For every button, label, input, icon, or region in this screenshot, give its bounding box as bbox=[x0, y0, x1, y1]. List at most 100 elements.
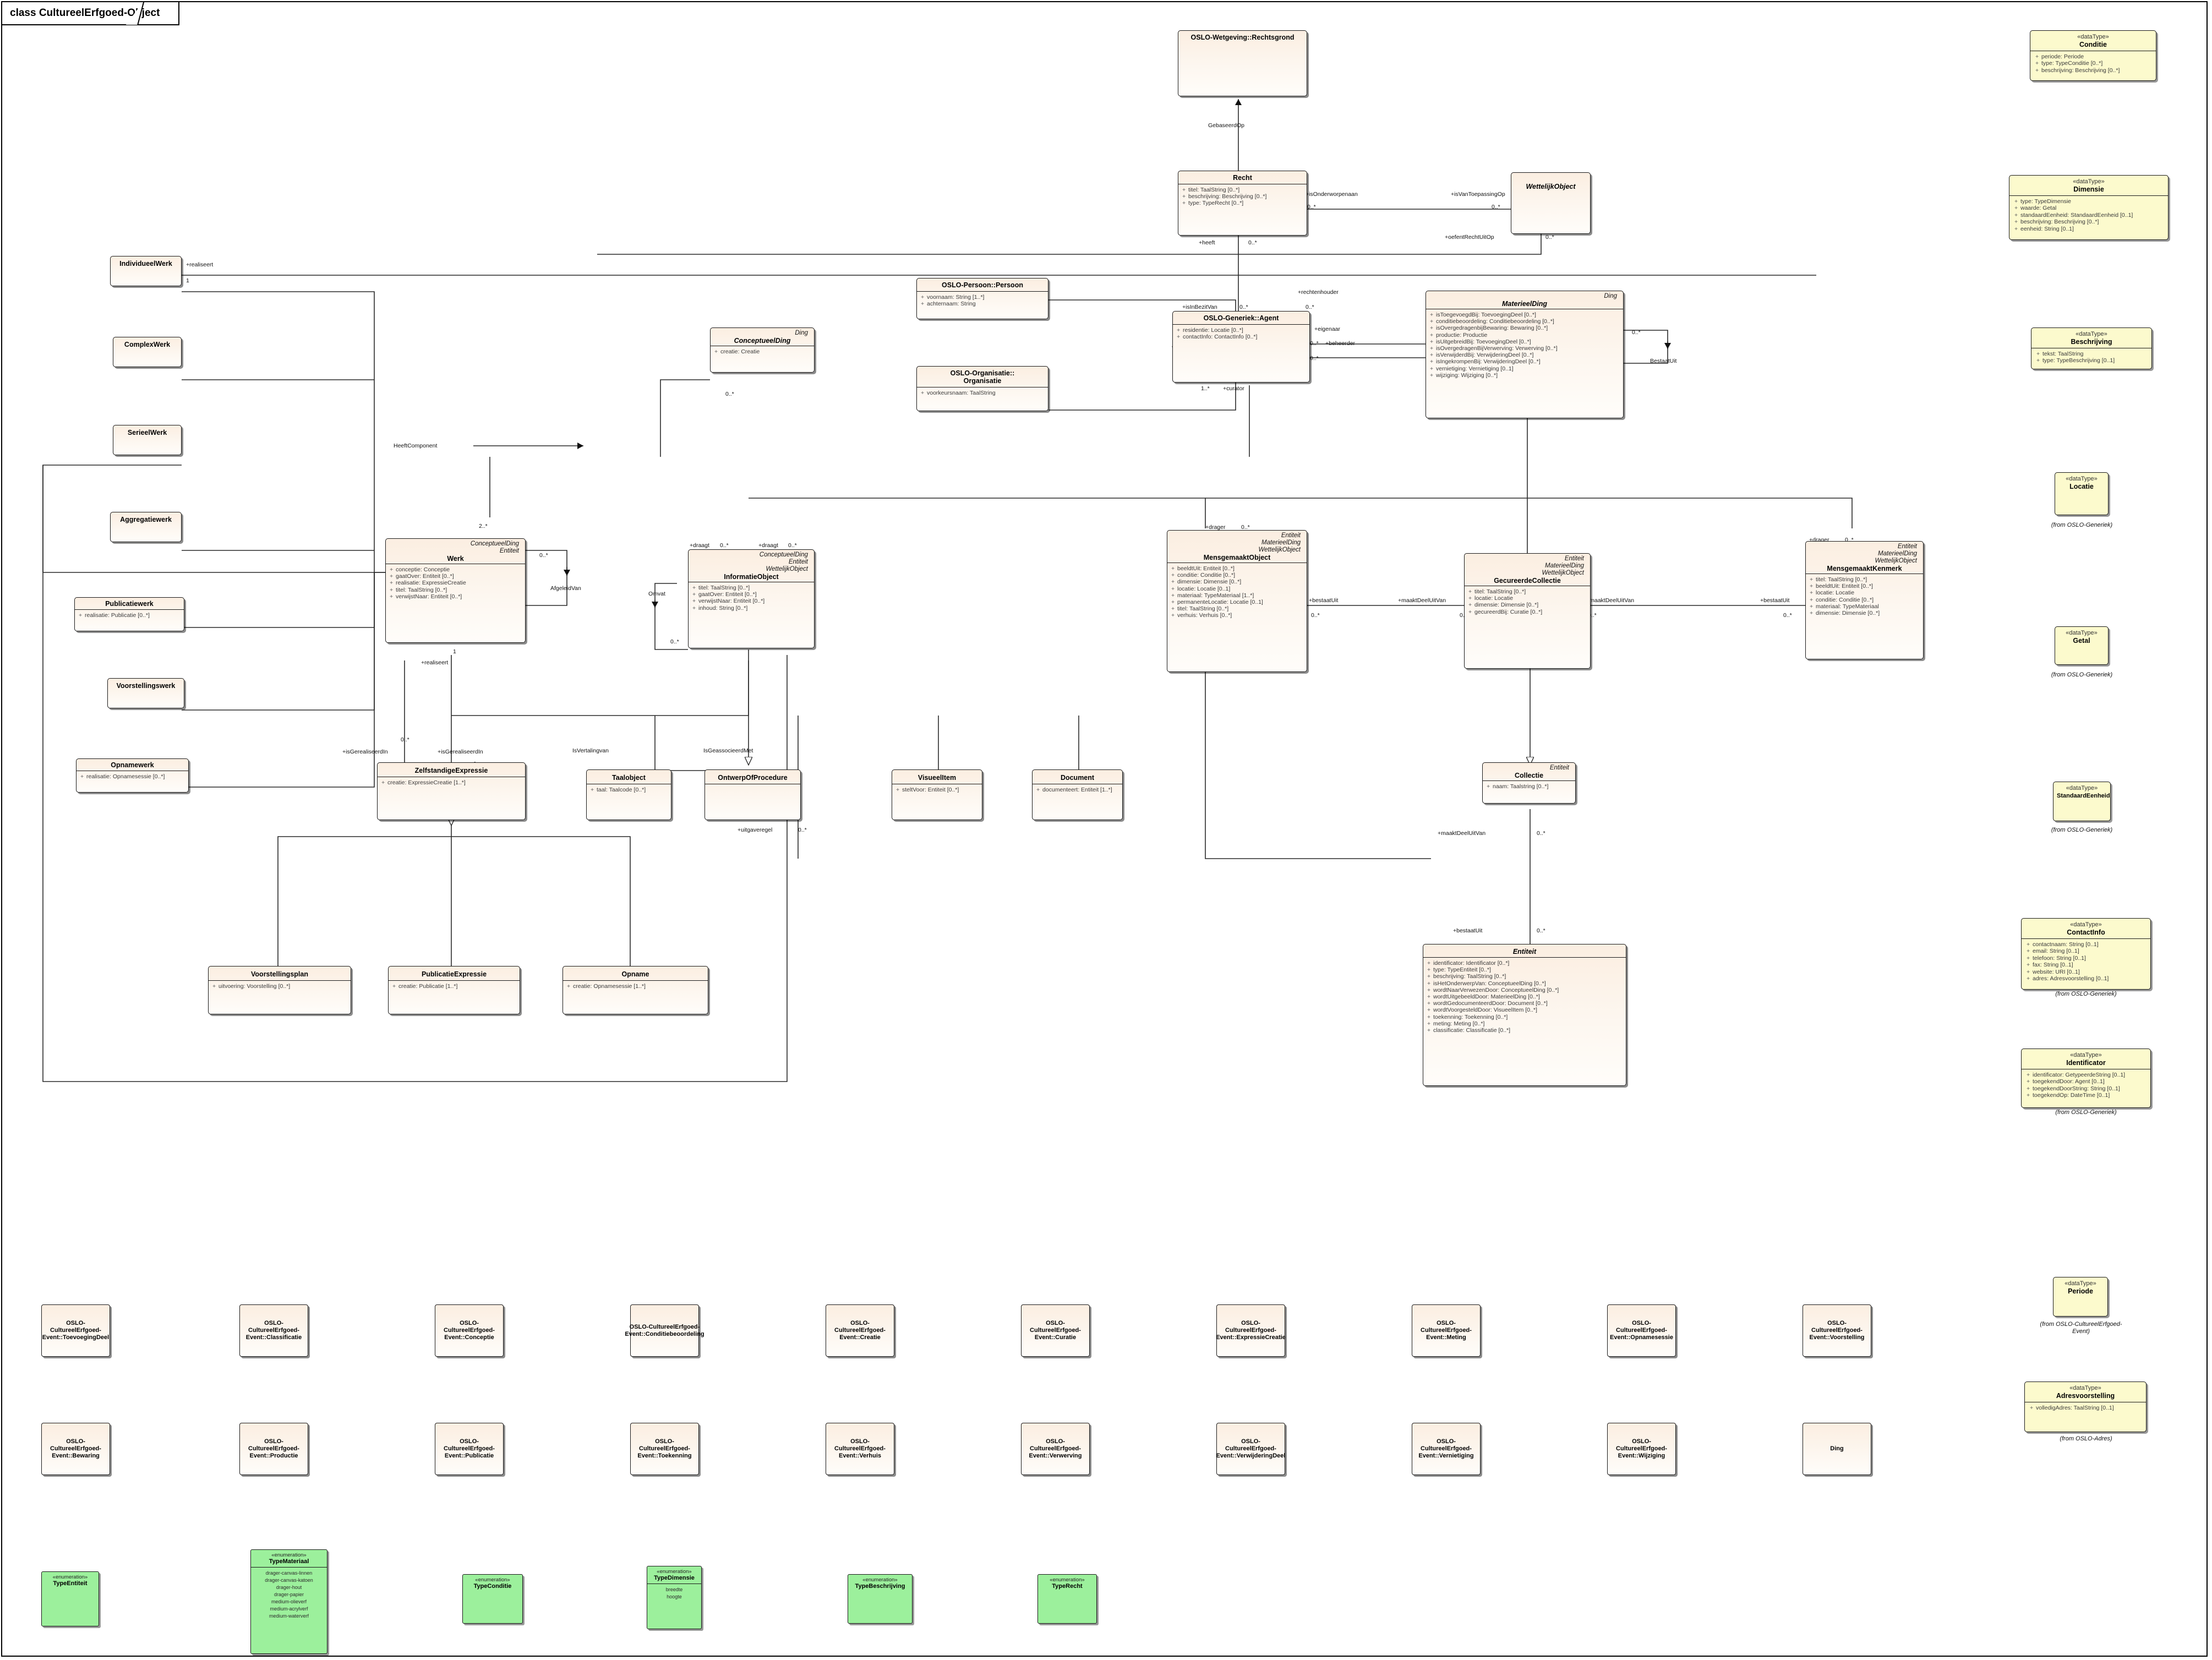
event-class-box[interactable]: OSLO-CultureelErfgoed- Event::Verwerving bbox=[1021, 1423, 1090, 1475]
enumeration-typedimensie[interactable]: «enumeration» TypeDimensie breedte hoogte bbox=[647, 1566, 702, 1629]
event-class-box[interactable]: OSLO-CultureelErfgoed- Event::Verwijderin… bbox=[1216, 1423, 1285, 1475]
label-draagt-2: +draagt bbox=[758, 542, 778, 549]
datatype-identificator[interactable]: «dataType» Identificator + identificator:… bbox=[2021, 1049, 2151, 1108]
enumeration-name: TypeBeschrijving bbox=[855, 1583, 905, 1590]
class-voorstellingswerk[interactable]: Voorstellingswerk bbox=[107, 678, 184, 708]
event-class-box[interactable]: OSLO-CultureelErfgoed- Event::Wijziging bbox=[1607, 1423, 1676, 1475]
class-gecureerdecollectie[interactable]: Entiteit MaterieelDing WettelijkObject G… bbox=[1464, 553, 1591, 669]
class-name: Voorstellingswerk bbox=[116, 682, 176, 690]
class-visueelitem[interactable]: VisueelItem + steltVoor: Entiteit [0..*] bbox=[892, 769, 982, 820]
enumeration-literal: drager-papier bbox=[274, 1592, 304, 1597]
label-isgeassocieerdmet: IsGeassocieerdMet bbox=[703, 747, 753, 754]
enumeration-typemateriaal[interactable]: «enumeration» TypeMateriaal drager-canvas-… bbox=[250, 1549, 327, 1654]
enumeration-typerecht[interactable]: «enumeration» TypeRecht bbox=[1037, 1574, 1097, 1624]
label-isgerealiseerdin-1: +isGerealiseerdIn bbox=[342, 749, 388, 755]
datatype-adresvoorstelling[interactable]: «dataType» Adresvoorstelling + volledigAd… bbox=[2024, 1381, 2147, 1432]
class-werk[interactable]: ConceptueelDing Entiteit Werk + conceptie… bbox=[385, 538, 526, 643]
datatype-getal[interactable]: «dataType» Getal bbox=[2055, 626, 2109, 665]
event-class-box[interactable]: OSLO-CultureelErfgoed- Event::Voorstellin… bbox=[1803, 1304, 1871, 1357]
event-class-box[interactable]: OSLO-CultureelErfgoed- Event::Creatie bbox=[826, 1304, 894, 1357]
class-document[interactable]: Document + documenteert: Entiteit [1..*] bbox=[1032, 769, 1123, 820]
event-class-label: OSLO-CultureelErfgoed- Event::Toekenning bbox=[637, 1438, 692, 1459]
class-stereotype: Entiteit bbox=[788, 559, 808, 565]
event-class-box[interactable]: OSLO-CultureelErfgoed- Event::Vernietigin… bbox=[1412, 1423, 1481, 1475]
class-complexwerk[interactable]: ComplexWerk bbox=[113, 337, 182, 367]
datatype-locatie[interactable]: «dataType» Locatie bbox=[2055, 472, 2109, 515]
class-name: ZelfstandigeExpressie bbox=[414, 767, 488, 774]
class-aggregatiewerk[interactable]: Aggregatiewerk bbox=[110, 512, 182, 542]
class-stereotype: MaterieelDing bbox=[1878, 550, 1917, 557]
event-class-box[interactable]: OSLO-CultureelErfgoed- Event::Bewaring bbox=[41, 1423, 110, 1475]
class-zelfstandigeexpressie[interactable]: ZelfstandigeExpressie + creatie: Expressi… bbox=[377, 762, 526, 820]
event-class-box[interactable]: OSLO-CultureelErfgoed- Event::ExpressieCr… bbox=[1216, 1304, 1286, 1357]
class-name: Recht bbox=[1233, 174, 1252, 182]
label-bestaatuit-mo: +bestaatUit bbox=[1309, 597, 1339, 604]
class-materieelding[interactable]: Ding MaterieelDing + isToegevoegdBij: Toe… bbox=[1425, 291, 1624, 418]
event-class-box[interactable]: OSLO-CultureelErfgoed- Event::Opnamesessi… bbox=[1607, 1304, 1676, 1357]
attr: + materiaal: TypeMateriaal [1..*] bbox=[1171, 592, 1254, 599]
event-class-box[interactable]: OSLO-CultureelErfgoed- Event::Meting bbox=[1412, 1304, 1481, 1357]
class-taalobject[interactable]: Taalobject + taal: Taalcode [0..*] bbox=[586, 769, 671, 820]
class-organisatie[interactable]: OSLO-Organisatie:: Organisatie + voorkeurs… bbox=[916, 366, 1048, 411]
datatype-conditie[interactable]: «dataType» Conditie + periode: Periode + ty… bbox=[2030, 30, 2156, 81]
attr: + beschrijving: TaalString [0..*] bbox=[1427, 973, 1506, 980]
class-rechtsgrond[interactable]: OSLO-Wetgeving::Rechtsgrond bbox=[1178, 30, 1307, 96]
attr: + realisatie: Opnamesessie [0..*] bbox=[80, 773, 165, 780]
stereotype: «dataType» bbox=[2077, 34, 2109, 40]
class-name: VisueelItem bbox=[917, 774, 957, 782]
event-class-box[interactable]: OSLO-CultureelErfgoed- Event::ToevoegingD… bbox=[41, 1304, 110, 1357]
class-persoon[interactable]: OSLO-Persoon::Persoon + voornaam: String … bbox=[916, 278, 1048, 319]
class-collectie[interactable]: Entiteit Collectie + naam: Taalstring [0.… bbox=[1482, 762, 1576, 804]
event-class-box[interactable]: OSLO-CultureelErfgoed- Event::Curatie bbox=[1021, 1304, 1090, 1357]
class-individueelwerk[interactable]: IndividueelWerk bbox=[110, 256, 182, 286]
stereotype: «enumeration» bbox=[1050, 1577, 1085, 1583]
class-publicatieexpressie[interactable]: PublicatieExpressie + creatie: Publicatie… bbox=[388, 966, 520, 1014]
class-stereotype: Ding bbox=[1604, 293, 1617, 299]
attr: + steltVoor: Entiteit [0..*] bbox=[896, 787, 959, 793]
class-agent[interactable]: OSLO-Generiek::Agent + residentie: Locati… bbox=[1172, 311, 1310, 383]
event-class-box[interactable]: OSLO-CultureelErfgoed- Event::Verhuis bbox=[826, 1423, 894, 1475]
event-class-box[interactable]: OSLO-CultureelErfgoed- Event::Toekenning bbox=[630, 1423, 699, 1475]
event-class-box[interactable]: OSLO-CultureelErfgoed- Event::Publicatie bbox=[435, 1423, 504, 1475]
datatype-beschrijving[interactable]: «dataType» Beschrijving + tekst: TaalStri… bbox=[2031, 327, 2152, 369]
mult-recht-wo-left: 0..* bbox=[1307, 204, 1316, 210]
mult-heeftcomponent: 0..* bbox=[725, 391, 734, 397]
attr: + type: TypeDimensie bbox=[2014, 198, 2072, 205]
class-informatieobject[interactable]: ConceptueelDing Entiteit WettelijkObject… bbox=[688, 549, 815, 648]
datatype-standaardeenheid[interactable]: «dataType» StandaardEenheid bbox=[2053, 782, 2111, 821]
class-publicatiewerk[interactable]: Publicatiewerk + realisatie: Publicatie [… bbox=[74, 597, 184, 631]
datatype-dimensie[interactable]: «dataType» Dimensie + type: TypeDimensie +… bbox=[2009, 175, 2169, 240]
enumeration-typeentiteit[interactable]: «enumeration» TypeEntiteit bbox=[41, 1571, 99, 1626]
attr: + locatie: Locatie bbox=[1468, 595, 1514, 602]
event-class-box[interactable]: OSLO-CultureelErfgoed- Event::Classificat… bbox=[239, 1304, 308, 1357]
class-wettelijkobject[interactable]: WettelijkObject bbox=[1511, 172, 1591, 234]
enumeration-typebeschrijving[interactable]: «enumeration» TypeBeschrijving bbox=[848, 1574, 913, 1624]
event-class-box[interactable]: OSLO-CultureelErfgoed- Event::Conditiebeo… bbox=[625, 1304, 704, 1357]
attr: + conditiebeoordeling: Conditiebeoordelin… bbox=[1430, 318, 1554, 325]
class-serieelwerk[interactable]: SerieelWerk bbox=[113, 425, 182, 455]
label-isinbezitvan: +isInBezitVan bbox=[1182, 304, 1217, 310]
class-mensgemaaktkenmerk[interactable]: Entiteit MaterieelDing WettelijkObject M… bbox=[1805, 541, 1924, 659]
class-conceptueelding[interactable]: Ding ConceptueelDing + creatie: Creatie bbox=[710, 327, 815, 373]
label-eigenaar: +eigenaar bbox=[1314, 326, 1340, 332]
datatype-contactinfo-from: (from OSLO-Generiek) bbox=[2055, 991, 2117, 997]
event-class-label: Ding bbox=[1830, 1445, 1844, 1452]
class-ontwerpofprocedure[interactable]: OntwerpOfProcedure bbox=[704, 769, 801, 820]
class-recht[interactable]: Recht + titel: TaalString [0..*] + beschri… bbox=[1178, 171, 1307, 236]
diagram-frame-tab: class CultureelErfgoed-Object bbox=[1, 1, 180, 25]
enumeration-typeconditie[interactable]: «enumeration» TypeConditie bbox=[462, 1574, 523, 1624]
attr: + locatie: Locatie [0..1] bbox=[1171, 585, 1231, 592]
class-opname[interactable]: Opname + creatie: Opnamesessie [1..*] bbox=[562, 966, 708, 1014]
datatype-periode[interactable]: «dataType» Periode bbox=[2053, 1277, 2108, 1317]
event-class-box[interactable]: OSLO-CultureelErfgoed- Event::Conceptie bbox=[435, 1304, 504, 1357]
event-class-box[interactable]: OSLO-CultureelErfgoed- Event::Productie bbox=[239, 1423, 308, 1475]
class-opnamewerk[interactable]: Opnamewerk + realisatie: Opnamesessie [0.… bbox=[76, 758, 189, 793]
class-entiteit[interactable]: Entiteit + identificator: Identificator [… bbox=[1423, 944, 1626, 1086]
datatype-contactinfo[interactable]: «dataType» ContactInfo + contactnaam: Str… bbox=[2021, 918, 2151, 990]
mult-werk-top: 2..* bbox=[479, 523, 488, 529]
event-class-box[interactable]: Ding bbox=[1803, 1423, 1871, 1475]
attr: + titel: TaalString [0..*] bbox=[692, 585, 750, 591]
attr: + verwijstNaar: Entiteit [0..*] bbox=[692, 598, 765, 605]
class-voorstellingsplan[interactable]: Voorstellingsplan + uitvoering: Voorstell… bbox=[208, 966, 351, 1014]
class-mensgemaaktobject[interactable]: Entiteit MaterieelDing WettelijkObject M… bbox=[1167, 530, 1307, 672]
